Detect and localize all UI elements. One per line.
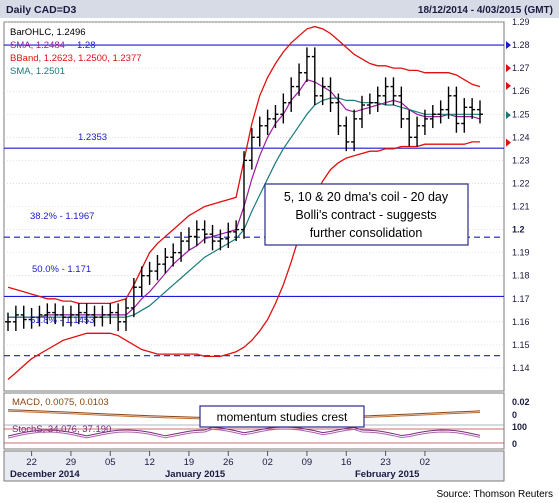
x-tick-label: 16 [341, 457, 352, 468]
y-tick-label: 1.14 [512, 363, 530, 373]
indicator-axis-100: 100 [512, 422, 527, 432]
legend-sma-fast: SMA, 1.2484 [10, 40, 65, 51]
x-tick-label: 09 [302, 457, 313, 468]
price-marker [506, 111, 511, 120]
series-line [7, 141, 480, 380]
price-marker [506, 138, 511, 147]
chart-title: Daily CAD=D3 [6, 4, 76, 16]
y-tick-label: 1.24 [512, 132, 530, 142]
indicator-lines [7, 409, 481, 439]
fib-618-label: 61.8% - 1.1453 [30, 315, 94, 326]
x-tick-label: 05 [105, 457, 116, 468]
x-tick-label: 02 [262, 457, 273, 468]
y-tick-label: 1.29 [512, 17, 530, 27]
indicator-axis-0: 0 [512, 410, 517, 420]
y-tick-label: 1.25 [512, 109, 530, 119]
annotation-box: 5, 10 & 20 dma's coil - 20 day Bolli's c… [264, 183, 469, 246]
price-marker [506, 64, 511, 73]
level-lines [4, 44, 504, 357]
x-tick-label: 22 [26, 457, 37, 468]
header-bar [0, 0, 559, 18]
x-tick-label: 26 [223, 457, 234, 468]
price-marker [506, 41, 511, 50]
source-text: Source: Thomson Reuters [436, 489, 553, 500]
support-level-label: 1.2353 [78, 132, 107, 143]
y-tick-label: 1.28 [512, 40, 530, 50]
legend-sma-slow: SMA, 1.2501 [10, 66, 65, 77]
indicator-axis-0b: 0 [512, 439, 517, 449]
y-tick-label: 1.21 [512, 202, 530, 212]
month-february: February 2015 [355, 469, 420, 480]
annotation-line-3: further consolidation [310, 226, 423, 240]
fib-382-label: 38.2% - 1.1967 [30, 211, 94, 222]
x-tick-label: 29 [66, 457, 77, 468]
price-marker [506, 81, 511, 90]
stoch-line [7, 426, 481, 437]
macd-label: MACD, 0.0075, 0.0103 [12, 397, 109, 408]
x-axis-ticks: 22 29 05 12 19 26 02 09 16 23 02 [26, 451, 430, 468]
x-tick-label: 02 [420, 457, 431, 468]
ohlc-bars [5, 47, 483, 332]
y-tick-label: 1.26 [512, 86, 530, 96]
annotation-line-2: Bolli's contract - suggests [295, 208, 436, 222]
stoch-label: StochS, 34.076, 37.190 [12, 424, 111, 435]
momentum-text: momentum studies crest [217, 410, 348, 424]
month-december: December 2014 [10, 469, 80, 480]
x-tick-label: 19 [184, 457, 195, 468]
y-tick-label: 1.22 [512, 178, 530, 188]
legend-bband: BBand, 1.2623, 1.2500, 1.2377 [10, 53, 142, 64]
legend-ohlc: BarOHLC, 1.2496 [10, 27, 86, 38]
legend-sma-fast-extra: 1.28 [77, 40, 96, 51]
month-january: January 2015 [165, 469, 226, 480]
x-tick-label: 12 [144, 457, 155, 468]
momentum-annotation: momentum studies crest [199, 405, 365, 428]
y-axis-labels: 1.14 1.15 1.16 1.17 1.18 1.19 1.2 1.21 1.22 1.23 1… [512, 17, 530, 373]
y-tick-label: 1.19 [512, 248, 530, 258]
x-axis-bar [3, 450, 505, 482]
y-tick-label: 1.23 [512, 155, 530, 165]
y-tick-label: 1.15 [512, 340, 530, 350]
x-tick-label: 23 [380, 457, 391, 468]
y-tick-label: 1.2 [512, 225, 525, 235]
y-tick-label: 1.27 [512, 63, 530, 73]
stoch-signal-line [7, 428, 481, 439]
y-tick-label: 1.17 [512, 294, 530, 304]
date-range: 18/12/2014 - 4/03/2015 (GMT) [418, 5, 553, 16]
indicator-axis-002: 0.02 [512, 397, 530, 407]
legend: BarOHLC, 1.2496 SMA, 1.2484 1.28 BBand, … [10, 27, 142, 77]
y-tick-label: 1.16 [512, 317, 530, 327]
price-markers [506, 41, 511, 147]
y-tick-label: 1.18 [512, 271, 530, 281]
annotation-line-1: 5, 10 & 20 dma's coil - 20 day [284, 190, 449, 204]
fib-50-label: 50.0% - 1.171 [32, 264, 91, 275]
